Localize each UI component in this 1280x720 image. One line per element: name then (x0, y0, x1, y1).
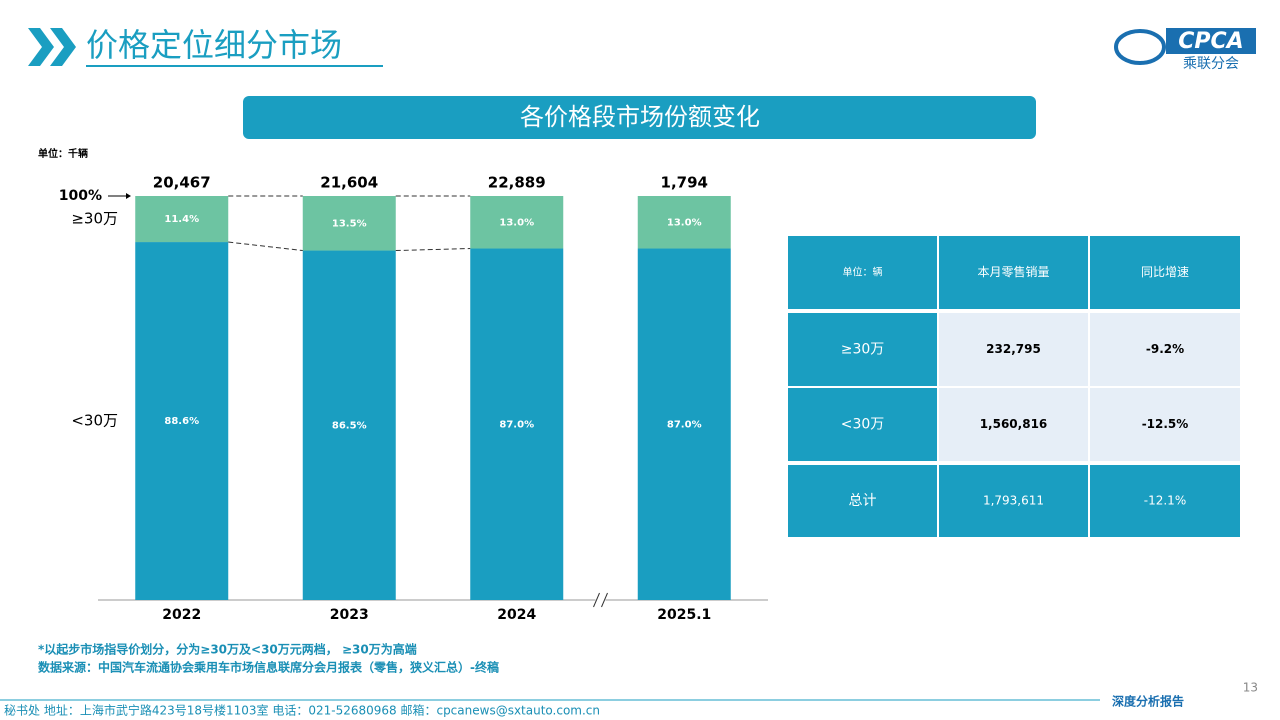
chart: 100% 88.6% <30万 11.4% ≥30万 20,467 2022 86.5% 13.… (59, 174, 768, 623)
table-cell (1090, 236, 1240, 309)
y-tick-label: 100% (59, 188, 102, 204)
logo-subtitle: 乘联分会 (1183, 56, 1239, 72)
table-text: -9.2% (1146, 342, 1184, 356)
table-cell (939, 388, 1088, 461)
table-text: 单位：辆 (843, 266, 883, 279)
value-label: 13.0% (667, 217, 702, 228)
footer-report: 深度分析报告 (1112, 694, 1184, 709)
connector (395, 248, 471, 252)
axis-break-gap (595, 596, 606, 604)
total-label: 22,889 (488, 174, 546, 192)
bar-segment (302, 196, 396, 251)
table-text: ≥30万 (841, 342, 885, 358)
bar-segment (637, 196, 731, 249)
x-tick-label: 2024 (497, 607, 536, 623)
page-title: 价格定位细分市场 (86, 26, 342, 64)
table-cell (788, 236, 937, 309)
logo-text: CPCA (1178, 29, 1243, 54)
note: *以起步市场指导价划分，分为≥30万及<30万元两档， ≥30万为高端 (38, 642, 417, 657)
table-text: 1,793,611 (983, 494, 1044, 508)
table: 单位：辆 本月零售销量 同比增速 ≥30万 232,795 -9.2% <30万 1,560,… (788, 236, 1240, 537)
value-label: 13.5% (332, 218, 367, 229)
x-tick-label: 2023 (330, 607, 369, 623)
bar-segment (135, 242, 229, 600)
note: 数据来源：中国汽车流通协会乘用车市场信息联席分会月报表（零售，狭义汇总）-终稿 (38, 660, 499, 675)
banner-text: 各价格段市场份额变化 (520, 103, 760, 131)
connector (228, 241, 303, 252)
table-text: 同比增速 (1141, 265, 1189, 279)
value-label: 11.4% (164, 214, 199, 225)
value-label: 88.6% (164, 416, 199, 427)
bar-segment (302, 250, 396, 601)
logo-mark (1114, 29, 1166, 65)
table-cell (939, 465, 1088, 537)
bar-segment (637, 248, 731, 600)
table-text: -12.1% (1144, 494, 1186, 508)
arrow-head (126, 193, 131, 199)
x-tick-label: 2025.1 (657, 607, 711, 623)
total-label: 20,467 (153, 174, 211, 192)
header-icon (28, 28, 76, 66)
table-text: <30万 (841, 417, 885, 433)
table-cell (1090, 465, 1240, 537)
table-cell (788, 388, 937, 461)
unit-label: 单位：千辆 (38, 147, 88, 160)
logo-box (1166, 28, 1256, 54)
value-label: 87.0% (667, 419, 702, 430)
table-cell (788, 313, 937, 386)
x-tick-label: 2022 (162, 607, 201, 623)
bar-segment (470, 196, 564, 249)
table-text: 232,795 (986, 342, 1041, 356)
table-cell (788, 465, 937, 537)
footer-address: 秘书处 地址：上海市武宁路423号18号楼1103室 电话：021-526809… (4, 703, 600, 718)
series-label: <30万 (71, 412, 118, 430)
value-label: 13.0% (499, 217, 534, 228)
axis-break (593, 592, 600, 608)
axis-break (601, 592, 608, 608)
total-label: 21,604 (320, 174, 378, 192)
table-cell (1090, 313, 1240, 386)
table-cell (939, 236, 1088, 309)
page-number: 13 (1243, 681, 1258, 695)
table-cell (939, 313, 1088, 386)
bar-segment (470, 248, 564, 600)
banner (243, 96, 1036, 139)
table-text: -12.5% (1142, 417, 1189, 431)
table-cell (1090, 388, 1240, 461)
value-label: 87.0% (499, 419, 534, 430)
table-text: 本月零售销量 (977, 264, 1049, 279)
series-label: ≥30万 (71, 210, 118, 228)
total-label: 1,794 (661, 174, 708, 192)
bar-segment (135, 196, 229, 243)
table-text: 总计 (849, 493, 877, 509)
value-label: 86.5% (332, 420, 367, 431)
table-text: 1,560,816 (980, 417, 1048, 431)
